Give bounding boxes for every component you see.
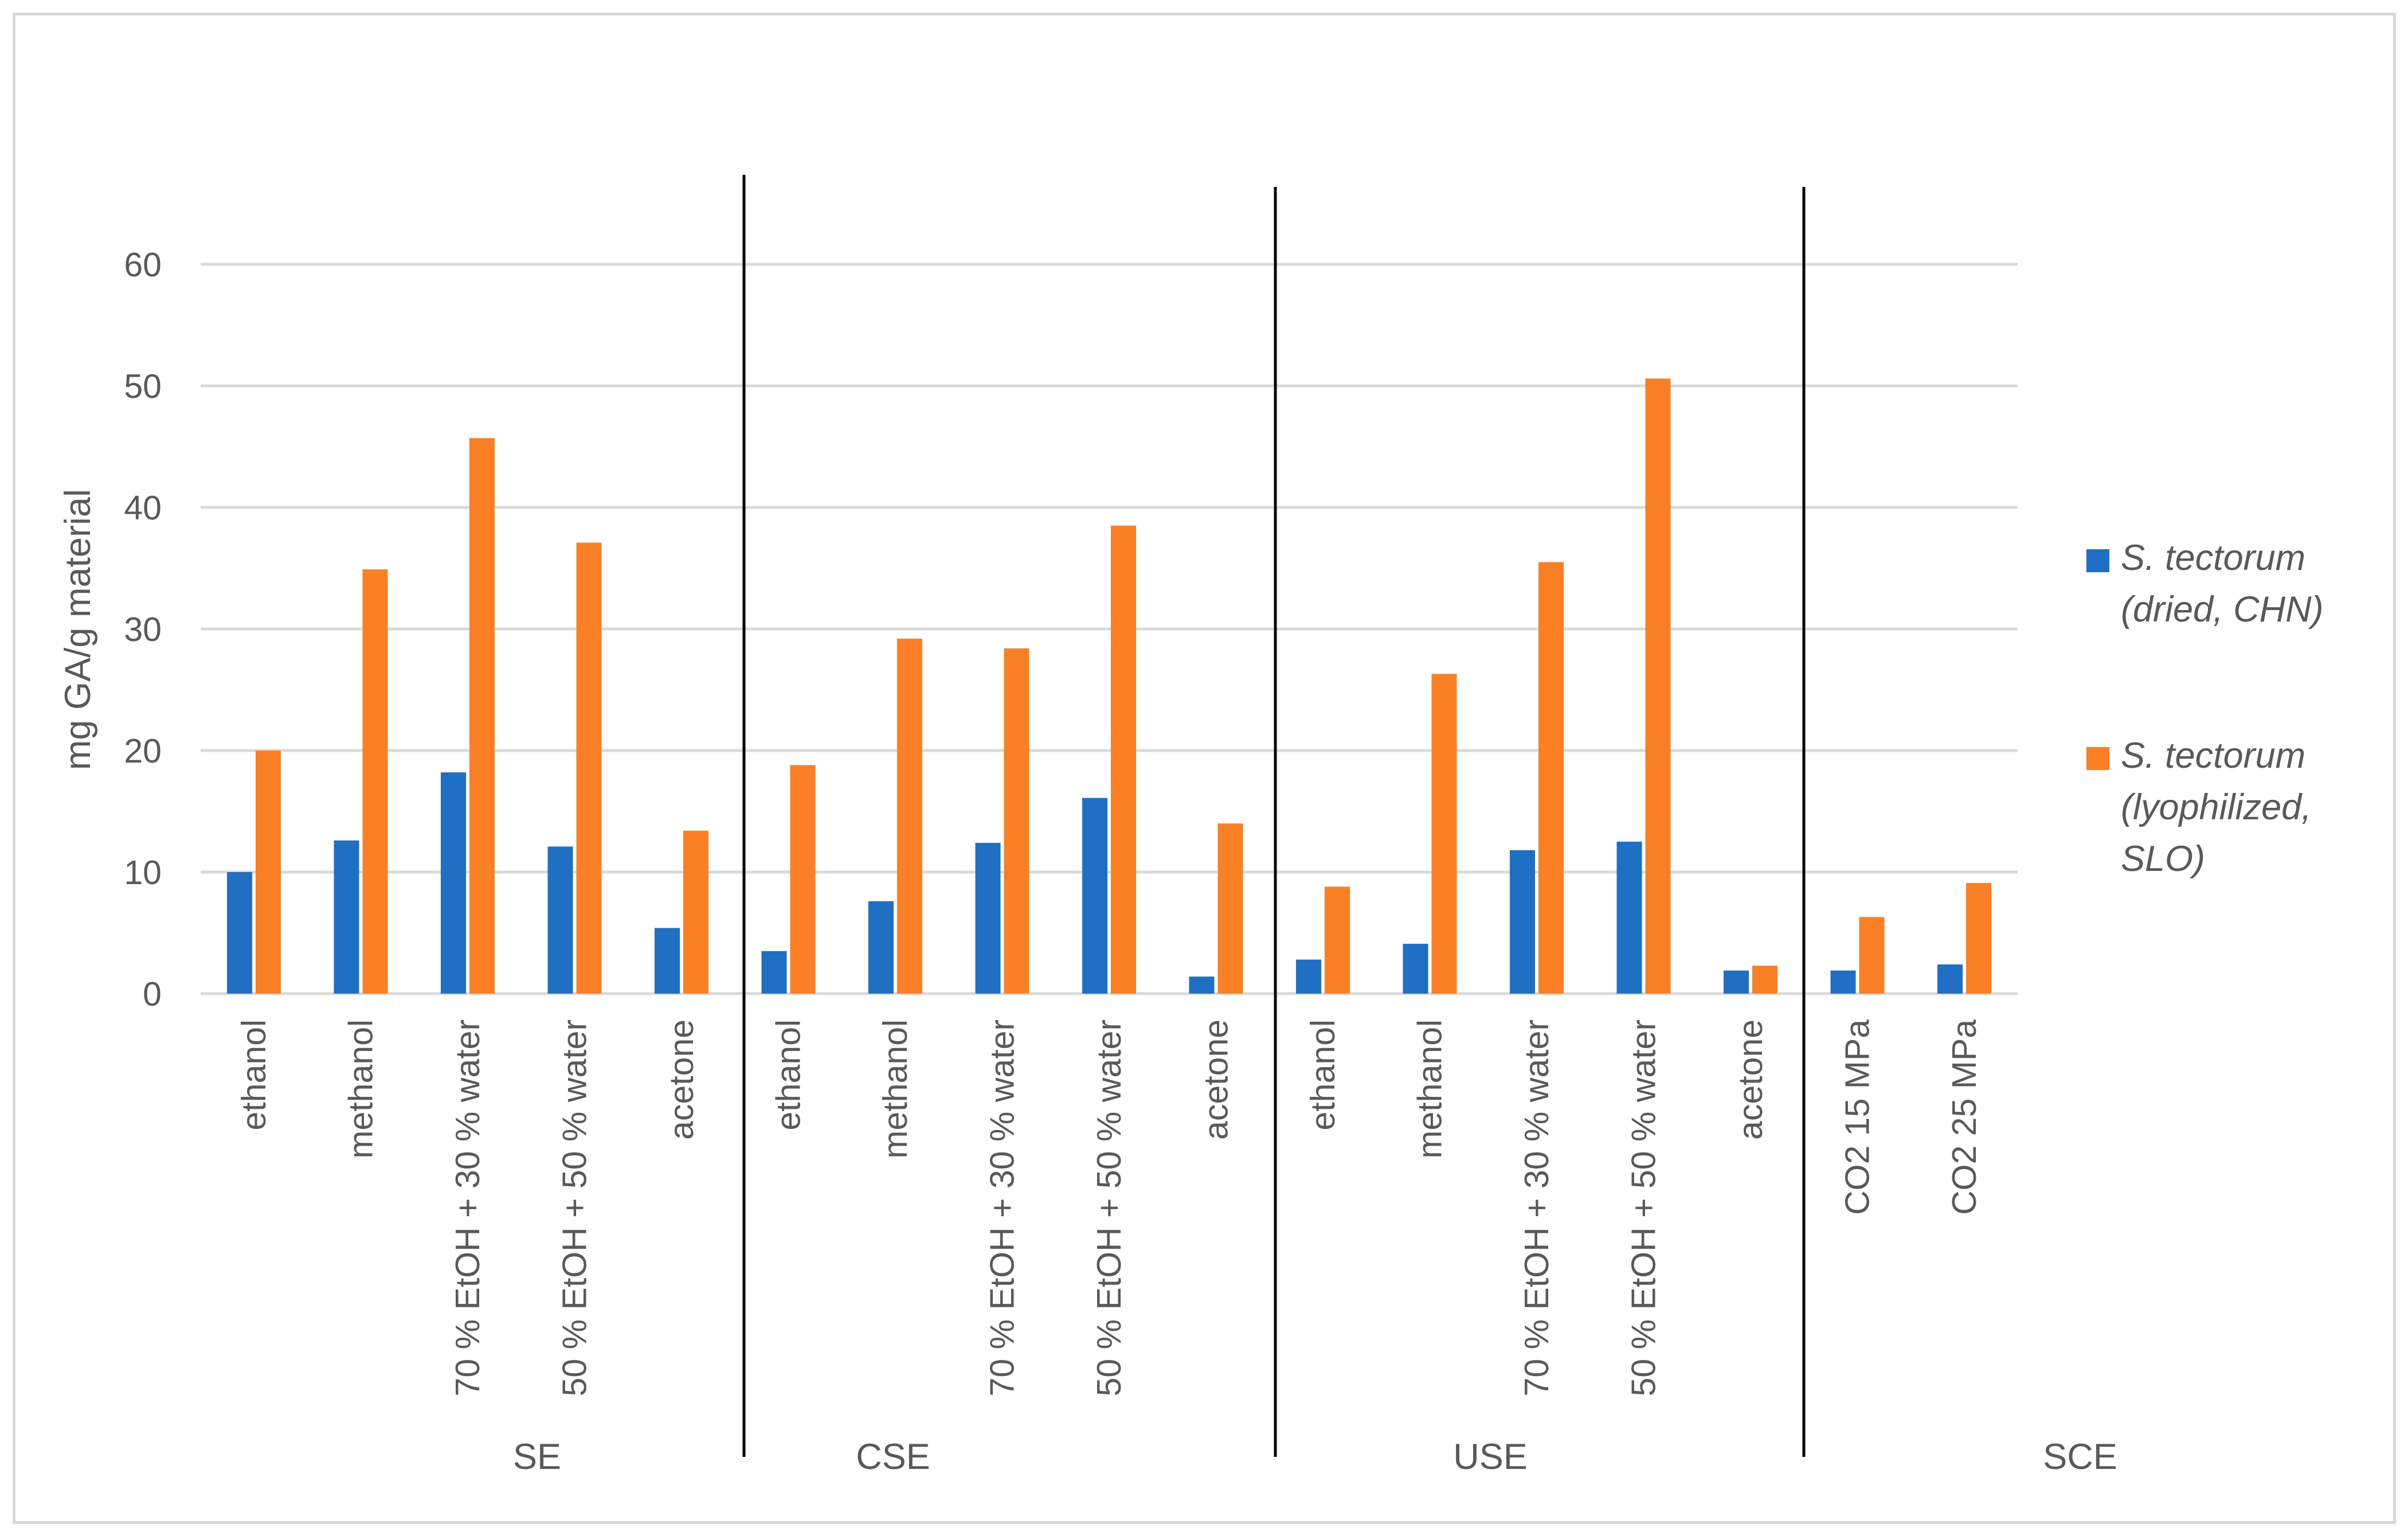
category-label: 70 % EtOH + 30 % water <box>449 1019 487 1397</box>
bar-dried <box>334 840 359 994</box>
category-label: acetone <box>1197 1019 1235 1140</box>
category-label: methanol <box>1411 1019 1449 1159</box>
bar-dried <box>1082 798 1107 994</box>
y-tick-label: 40 <box>124 489 162 527</box>
bar-lyophilized <box>362 569 388 994</box>
group-label: SCE <box>2043 1437 2117 1477</box>
legend-swatch <box>2086 549 2109 572</box>
bar-dried <box>655 928 680 994</box>
bar-lyophilized <box>1538 562 1564 994</box>
y-axis-title: mg GA/g material <box>58 489 98 770</box>
bar-lyophilized <box>1325 886 1350 994</box>
y-tick-label: 50 <box>124 368 162 405</box>
bar-dried <box>761 951 787 994</box>
bar-dried <box>547 846 573 994</box>
bar-lyophilized <box>1966 883 1991 994</box>
legend-label: SLO) <box>2121 839 2205 879</box>
bar-lyophilized <box>1645 378 1671 994</box>
category-label: ethanol <box>1304 1019 1342 1131</box>
bar-dried <box>1403 944 1428 994</box>
bar-lyophilized <box>1859 917 1885 994</box>
bar-dried <box>975 843 1001 994</box>
bars <box>227 378 1991 994</box>
category-label: CO2 25 MPa <box>1945 1019 1983 1215</box>
category-label: 70 % EtOH + 30 % water <box>984 1019 1021 1397</box>
bar-lyophilized <box>469 438 495 994</box>
gridlines <box>201 263 2018 995</box>
bar-dried <box>227 872 252 994</box>
bar-dried <box>1189 976 1215 994</box>
category-label: methanol <box>342 1019 380 1159</box>
bar-lyophilized <box>683 830 708 994</box>
group-dividers <box>742 175 1806 1457</box>
legend: S. tectorum (dried, CHN) S. tectorum (lyoph… <box>2086 538 2324 879</box>
labels: 0 10 20 30 40 50 60 mg GA/g material ethanol meth… <box>58 246 2117 1477</box>
y-tick-label: 10 <box>124 854 162 892</box>
category-label: CO2 15 MPa <box>1839 1019 1877 1215</box>
legend-swatch <box>2086 747 2109 770</box>
bar-dried <box>1937 964 1963 994</box>
y-tick-label: 60 <box>124 246 162 284</box>
bar-dried <box>1724 970 1749 994</box>
category-label: 50 % EtOH + 50 % water <box>1625 1019 1663 1397</box>
bar-dried <box>868 901 894 994</box>
category-label: ethanol <box>235 1019 273 1131</box>
legend-label: S. tectorum <box>2121 538 2305 578</box>
bar-dried <box>1296 959 1321 994</box>
group-label: CSE <box>856 1437 930 1477</box>
group-label: SE <box>513 1437 561 1477</box>
bar-lyophilized <box>1431 674 1457 994</box>
y-tick-label: 30 <box>124 611 162 648</box>
bar-lyophilized <box>576 542 602 994</box>
legend-label: S. tectorum <box>2121 736 2305 776</box>
legend-label: (dried, CHN) <box>2121 589 2324 630</box>
group-label: USE <box>1453 1437 1528 1477</box>
bar-dried <box>1510 850 1535 994</box>
category-label: ethanol <box>770 1019 808 1131</box>
bar-dried <box>1830 970 1856 994</box>
y-tick-label: 20 <box>124 732 162 770</box>
bar-lyophilized <box>1752 966 1777 994</box>
bar-lyophilized <box>1111 525 1136 994</box>
category-label: methanol <box>876 1019 914 1159</box>
y-tick-label: 0 <box>143 975 162 1013</box>
bar-lyophilized <box>1004 648 1029 994</box>
category-label: 50 % EtOH + 50 % water <box>1090 1019 1128 1397</box>
legend-label: (lyophilized, <box>2121 787 2312 827</box>
bar-lyophilized <box>790 765 816 994</box>
category-label: 70 % EtOH + 30 % water <box>1518 1019 1556 1397</box>
category-label: acetone <box>663 1019 700 1140</box>
category-label: 50 % EtOH + 50 % water <box>556 1019 594 1397</box>
bar-lyophilized <box>897 638 922 994</box>
bar-lyophilized <box>1217 823 1243 994</box>
category-label: acetone <box>1732 1019 1769 1140</box>
bar-dried <box>441 772 466 994</box>
bar-lyophilized <box>256 751 281 994</box>
bar-dried <box>1616 842 1642 994</box>
